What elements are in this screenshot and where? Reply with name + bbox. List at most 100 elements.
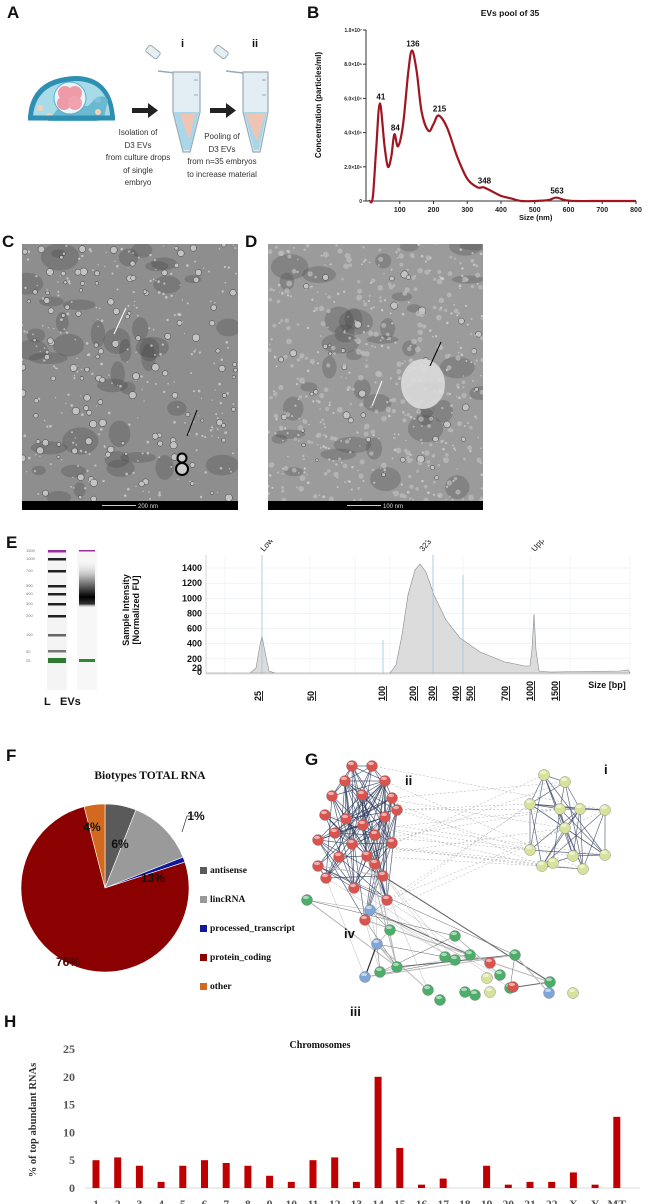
y-tick-label: 6.0×10⁶ [344,96,362,102]
bar-chr-16 [418,1184,425,1188]
caption-line: of single [123,165,153,175]
chart-b-title: EVs pool of 35 [480,8,540,18]
legend-label: protein_coding [210,952,272,963]
cluster-label-i: i [604,762,608,777]
bar-chr-1 [92,1160,100,1188]
scale-label: 100 nm [383,504,404,510]
peak-label: 215 [433,105,447,114]
gel-ladder-label: 200 [26,613,33,618]
bar-chr-Y [591,1184,599,1188]
bar-chr-5 [179,1165,187,1188]
y-tick-label: 400 [187,639,202,649]
arrow-icon [210,103,236,118]
panel-letter-c: C [2,232,15,251]
gel-ladder-label: 25 [26,658,31,663]
chart-b-plot: 0 2.0×10⁶ 4.0×10⁶ 6.0×10⁶ 8.0×10⁶ 1.0×10⁷ 100… [344,28,642,214]
y-tick-label: 5 [69,1153,75,1167]
bar-chr-13 [352,1181,360,1188]
gel-ladder-label: 500 [26,583,33,588]
y-tick-label: 1200 [182,578,202,588]
y-tick-label: 25 [63,1042,75,1056]
peak-label: 348 [478,176,492,185]
x-tick-label: Y [591,1199,600,1204]
x-tick-label: 1500 [550,681,560,701]
bar-chr-8 [244,1165,252,1188]
y-tick-label: 0 [69,1181,75,1195]
pie-value-label: 1% [187,809,205,823]
white-arrow-icon [371,380,383,407]
pie-value-label: 76% [56,955,80,969]
legend-label: antisense [210,865,247,876]
bar-chr-22 [548,1181,556,1188]
black-arrow-icon [429,341,442,367]
caption-line: from culture drops [105,153,171,162]
bar-chr-MT [613,1116,621,1188]
x-tick-label: 400 [451,686,461,701]
y-tick-label: 20 [63,1070,75,1084]
x-tick-label: X [569,1199,578,1204]
legend-swatch [200,954,207,961]
x-tick-label: 1 [93,1199,99,1204]
tube-label-i: i [181,38,185,50]
x-tick-label: 8 [245,1199,251,1204]
chart-b-xlabel: Size (nm) [519,213,553,222]
pie-slice-lincRNA [104,809,184,889]
y-tick-label: 4.0×10⁶ [344,131,362,137]
caption-line: D3 EVs [208,144,236,154]
x-tick-label: 7 [223,1199,229,1204]
gel-ladder-label: 50 [26,649,31,654]
x-tick-label: 700 [596,207,608,214]
gel-lane-label-evs: EVs [60,696,81,708]
x-tick-label: 4 [158,1199,164,1204]
legend-swatch [200,925,207,932]
panel-a-schematic [28,44,269,153]
panel-letter-f: F [6,746,17,765]
panel-letter-b: B [307,3,320,22]
chart-h-title: Chromosomes [289,1040,351,1051]
x-tick-label: 9 [267,1199,273,1204]
legend-item: antisense [200,856,295,885]
x-tick-label: 22 [546,1199,558,1204]
x-tick-label: MT [608,1199,627,1204]
legend-label: other [210,981,232,992]
y-tick-label: 20 [192,663,202,673]
x-tick-label: 300 [427,686,437,701]
bar-chr-20 [504,1184,512,1188]
y-tick-label: 1.0×10⁷ [345,28,363,34]
gel-ladder-label: 1500 [26,548,35,553]
legend-label: processed_transcript [210,923,295,934]
tem-micrograph [22,244,238,504]
x-tick-label: 12 [329,1199,341,1204]
legend-item: protein_coding [200,943,295,972]
y-tick-label: 8.0×10⁶ [344,62,362,68]
y-tick-label: 1400 [182,563,202,573]
panel-letter-d: D [245,232,258,251]
x-tick-label: 800 [630,207,642,214]
gel-ladder-label: 100 [26,632,33,637]
y-tick-label: 2.0×10⁶ [344,165,362,171]
gel-ladder-label: 1000 [26,556,35,561]
tem-micrograph [268,244,483,504]
legend-item: other [200,972,295,1001]
bar-chr-15 [396,1147,404,1188]
legend-item: processed_transcript [200,914,295,943]
bar-chr-17 [439,1178,447,1188]
bar-chr-19 [483,1165,491,1188]
bar-chr-6 [201,1160,208,1188]
arrow-icon [132,103,158,118]
x-tick-label: 500 [529,207,541,214]
x-tick-label: 2 [115,1199,121,1204]
bar-chr-12 [331,1157,339,1188]
x-tick-label: 25 [253,691,263,701]
legend-swatch [200,867,207,874]
panel-letter-h: H [4,1012,17,1031]
gel-ladder-label: 400 [26,591,33,596]
chart-h-ylabel: % of top abundant RNAs [28,1062,39,1178]
x-tick-label: 6 [202,1199,208,1204]
bar-chr-21 [526,1181,534,1188]
x-tick-label: 16 [416,1199,428,1204]
step1-caption: Isolation of D3 EVs from culture drops o… [100,127,176,190]
ylabel-text: Sample Intensity [Normalized FU] [121,574,141,646]
x-tick-label: 13 [351,1199,363,1204]
